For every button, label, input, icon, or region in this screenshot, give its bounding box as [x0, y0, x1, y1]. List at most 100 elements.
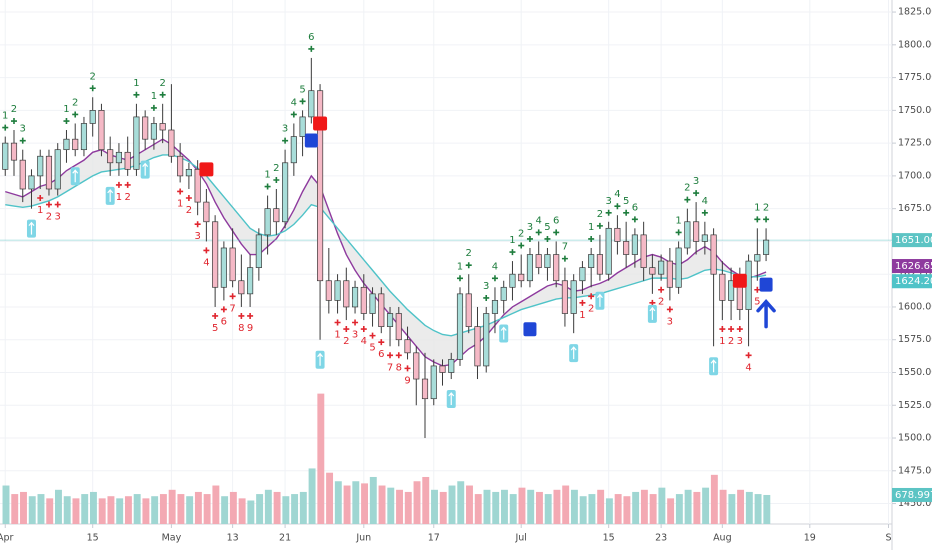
volume-bar: [562, 485, 570, 524]
candle-body: [701, 234, 708, 242]
candle-body: [360, 286, 367, 314]
count-plus: [238, 312, 245, 319]
volume-bar: [317, 393, 325, 524]
count-label: 1: [754, 202, 760, 213]
volume-bar: [177, 494, 185, 524]
volume-bar: [518, 487, 526, 524]
candle-body: [404, 339, 411, 354]
volume-bar: [46, 498, 54, 524]
candle-body: [378, 293, 385, 327]
candle-body: [98, 110, 105, 151]
y-tick-label: 1825.00: [898, 7, 932, 18]
y-tick-label: 1500.00: [898, 433, 932, 444]
buy-arrow-glyph: [500, 326, 507, 340]
x-tick-label: 19: [804, 533, 816, 544]
volume-bar: [151, 496, 159, 524]
count-plus: [45, 201, 52, 208]
count-plus: [518, 242, 525, 249]
volume-bar: [623, 496, 631, 524]
buy-arrow-glyph: [72, 169, 79, 183]
count-plus: [10, 118, 17, 125]
volume-bar: [37, 494, 45, 524]
count-plus: [185, 194, 192, 201]
count-label: 4: [291, 97, 297, 108]
candle-body: [124, 151, 131, 170]
volume-bar: [693, 491, 701, 524]
count-label: 9: [247, 323, 253, 334]
moving-average: [5, 138, 767, 367]
count-label: 1: [37, 205, 43, 216]
count-label: 2: [186, 205, 192, 216]
signal-arrow: [756, 299, 776, 329]
count-label: 2: [728, 336, 734, 347]
count-plus: [456, 275, 463, 282]
count-plus: [212, 312, 219, 319]
count-plus: [54, 201, 61, 208]
candle-body: [229, 247, 236, 282]
count-plus: [491, 275, 498, 282]
candle-body: [28, 175, 35, 190]
y-tick-label: 1600.00: [898, 301, 932, 312]
count-label: 8: [238, 323, 244, 334]
count-label: 4: [745, 362, 751, 373]
y-tick-label: 1675.00: [898, 203, 932, 214]
candle-body: [19, 159, 26, 190]
candle-body: [115, 151, 122, 164]
y-tick-label: 1575.00: [898, 334, 932, 345]
count-label: 4: [614, 189, 620, 200]
volume-bar: [273, 491, 281, 524]
x-tick-label: 15: [603, 533, 615, 544]
count-plus: [72, 111, 79, 118]
x-tick-label: 17: [428, 533, 440, 544]
count-label: 4: [203, 257, 209, 268]
candle-body: [194, 168, 201, 203]
volume-bar: [474, 494, 482, 524]
buy-arrow-glyph: [317, 352, 324, 366]
candle-body: [465, 293, 472, 327]
volume-bar: [719, 489, 727, 524]
count-label: 1: [116, 192, 122, 203]
volume-bar: [535, 491, 543, 524]
count-label: 2: [273, 163, 279, 174]
count-label: 1: [588, 222, 594, 233]
volume-bar: [247, 500, 255, 524]
count-label: 2: [159, 78, 165, 89]
volume-bar: [116, 498, 124, 524]
buy-marker: [759, 277, 773, 292]
x-tick-label: 15: [87, 533, 99, 544]
count-label: 3: [20, 124, 26, 135]
sell-marker: [732, 273, 747, 288]
count-plus: [290, 111, 297, 118]
volume-bar: [684, 489, 692, 524]
volume-bar: [334, 481, 342, 524]
count-label: 6: [221, 316, 227, 327]
axis-value-label: 678.997K: [895, 490, 932, 501]
y-tick-label: 1775.00: [898, 72, 932, 83]
volume-bar: [640, 489, 648, 524]
count-label: 6: [378, 349, 384, 360]
candle-body: [159, 123, 166, 131]
count-label: 3: [352, 330, 358, 341]
candle-body: [509, 273, 516, 288]
candle-body: [37, 155, 44, 177]
count-label: 3: [527, 222, 533, 233]
volume-bar: [737, 489, 745, 524]
volume-bar: [291, 494, 299, 524]
count-plus: [369, 332, 376, 339]
volume-bar: [501, 489, 508, 524]
candle-body: [54, 149, 61, 190]
candle-body: [605, 227, 612, 275]
count-label: 1: [675, 215, 681, 226]
candle-body: [631, 234, 638, 255]
count-label: 1: [151, 91, 157, 102]
volume-bar: [229, 491, 237, 524]
buy-arrow-glyph: [570, 346, 577, 360]
candle-body: [343, 280, 350, 308]
count-label: 5: [212, 323, 218, 334]
volume-bar: [675, 494, 683, 524]
count-label: 2: [518, 229, 524, 240]
axis-value-label: 1626.65: [895, 261, 932, 272]
candle-body: [579, 267, 586, 282]
